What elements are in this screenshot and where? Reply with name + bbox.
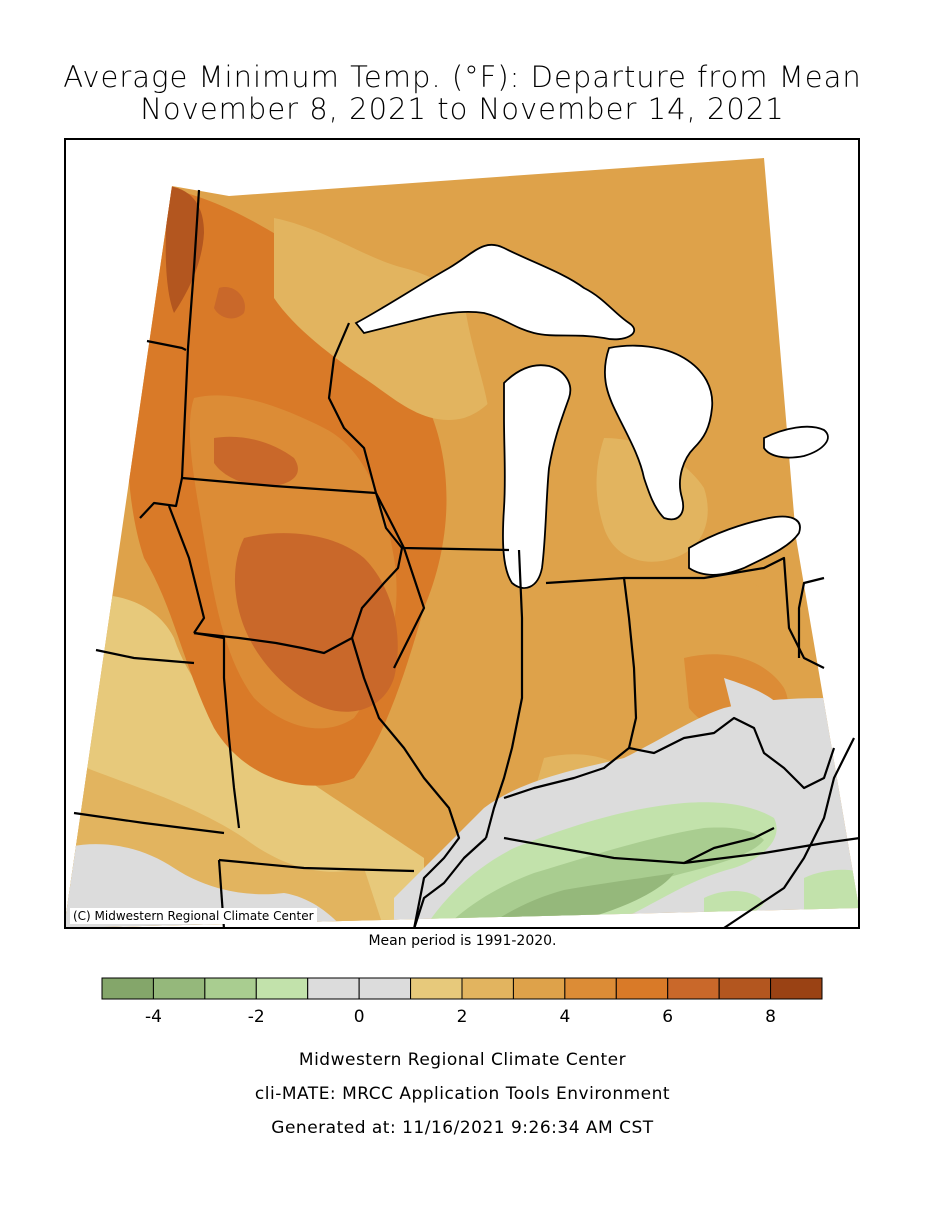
- legend-bin: [564, 977, 617, 1000]
- mean-period-note: Mean period is 1991-2020.: [368, 933, 557, 949]
- footer-org: Midwestern Regional Climate Center: [298, 1050, 627, 1070]
- departure-map: [64, 138, 860, 929]
- lake-huron: [604, 344, 714, 521]
- lake-superior: [354, 243, 636, 341]
- legend-tick-label: -4: [145, 1007, 162, 1026]
- legend-tick-label: -2: [248, 1007, 265, 1026]
- legend-bin: [255, 977, 309, 1000]
- footer-app: cli-MATE: MRCC Application Tools Environ…: [254, 1084, 671, 1104]
- legend-tick-label: 0: [354, 1007, 365, 1026]
- map-date-range: November 8, 2021 to November 14, 2021: [140, 92, 785, 126]
- legend-tick-label: 8: [765, 1007, 776, 1026]
- legend-bins: [101, 977, 823, 1000]
- map-title: Average Minimum Temp. (°F): Departure fr…: [63, 60, 862, 94]
- map-credit: (C) Midwestern Regional Climate Center: [70, 908, 317, 924]
- legend-bin: [718, 977, 772, 1000]
- legend-ticks: -4 -2 0 2 4 6 8: [145, 1007, 776, 1026]
- legend-bin: [152, 977, 206, 1000]
- legend-tick-label: 2: [457, 1007, 468, 1026]
- great-lakes: [354, 243, 829, 589]
- legend-bin: [770, 977, 823, 1000]
- map-frame: [64, 138, 860, 929]
- legend-bin: [307, 977, 360, 1000]
- footer-generated: Generated at: 11/16/2021 9:26:34 AM CST: [271, 1118, 654, 1138]
- legend-bin: [358, 977, 412, 1000]
- legend-bin: [667, 977, 720, 1000]
- legend-tick-label: 6: [662, 1007, 673, 1026]
- lake-michigan: [502, 364, 572, 589]
- legend-bin: [512, 977, 566, 1000]
- legend-bin: [410, 977, 463, 1000]
- legend-bin: [615, 977, 669, 1000]
- color-legend: -4 -2 0 2 4 6 8: [101, 977, 823, 1026]
- legend-bin: [204, 977, 257, 1000]
- legend-bin: [101, 977, 154, 1000]
- lake-ontario: [763, 425, 829, 459]
- state-boundaries: [73, 189, 860, 929]
- legend-bin: [461, 977, 514, 1000]
- legend-tick-label: 4: [559, 1007, 570, 1026]
